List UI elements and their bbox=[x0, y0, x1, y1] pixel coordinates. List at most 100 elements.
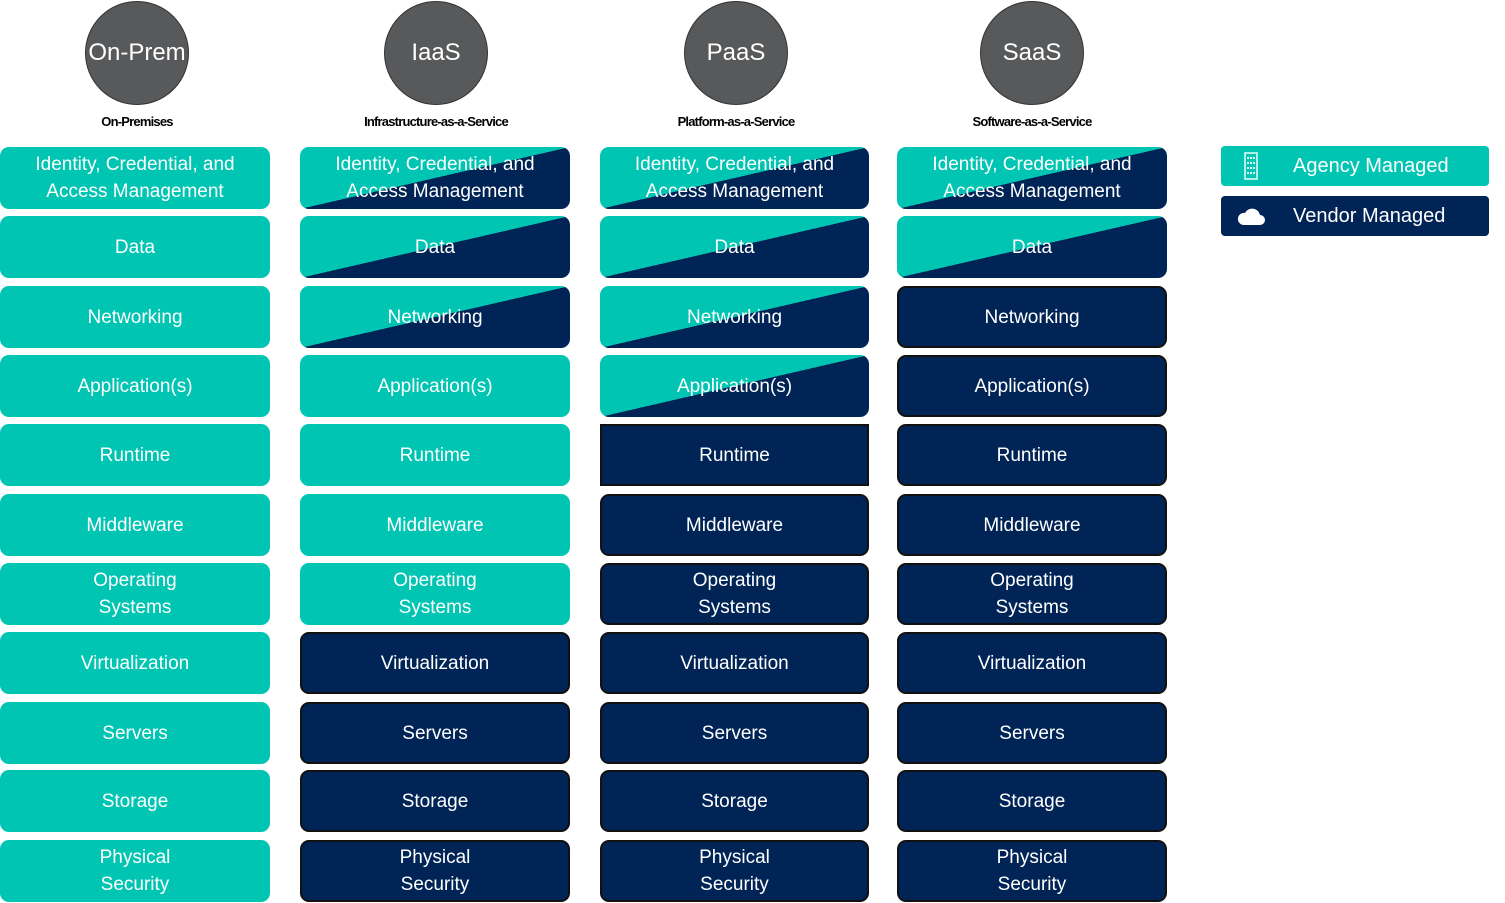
layer-label: Identity, Credential, and Access Managem… bbox=[35, 154, 235, 202]
layer-saas-3: Application(s) bbox=[897, 355, 1167, 417]
layer-on-prem-7: Virtualization bbox=[0, 632, 270, 694]
layer-paas-3: Application(s) bbox=[600, 355, 869, 417]
layer-label: Storage bbox=[701, 790, 768, 812]
layer-label: Operating Systems bbox=[692, 570, 777, 618]
layer-on-prem-9: Storage bbox=[0, 770, 270, 832]
building-icon bbox=[1221, 152, 1281, 180]
layer-paas-7: Virtualization bbox=[600, 632, 869, 694]
layer-label: Application(s) bbox=[77, 375, 193, 397]
layer-on-prem-6: Operating Systems bbox=[0, 563, 270, 625]
layer-label: Identity, Credential, and Access Managem… bbox=[335, 154, 535, 202]
layer-saas-6: Operating Systems bbox=[897, 563, 1167, 625]
layer-label: Application(s) bbox=[676, 375, 793, 397]
layer-saas-2: Networking bbox=[897, 286, 1167, 348]
layer-label: Identity, Credential, and Access Managem… bbox=[634, 154, 835, 202]
layer-paas-9: Storage bbox=[600, 770, 869, 832]
layer-iaas-2: Networking bbox=[300, 286, 570, 348]
cloud-icon bbox=[1221, 205, 1281, 227]
layer-label: Runtime bbox=[996, 444, 1068, 466]
layer-label: Runtime bbox=[99, 444, 171, 466]
column-header-iaas: IaaS bbox=[384, 1, 488, 105]
column-subtitle-on-prem: On-Premises bbox=[101, 114, 173, 129]
layer-label: Middleware bbox=[86, 514, 184, 536]
layer-iaas-7: Virtualization bbox=[300, 632, 570, 694]
layer-paas-2: Networking bbox=[600, 286, 869, 348]
layer-label: Storage bbox=[401, 790, 469, 812]
layer-paas-5: Middleware bbox=[600, 494, 869, 556]
layer-label: Physical Security bbox=[996, 847, 1068, 895]
layer-paas-8: Servers bbox=[600, 702, 869, 764]
layer-saas-4: Runtime bbox=[897, 424, 1167, 486]
layer-on-prem-3: Application(s) bbox=[0, 355, 270, 417]
layer-label: Storage bbox=[101, 790, 169, 812]
layer-label: Physical Security bbox=[699, 847, 770, 895]
layer-saas-7: Virtualization bbox=[897, 632, 1167, 694]
layer-iaas-1: Data bbox=[300, 216, 570, 278]
legend-label: Agency Managed bbox=[1293, 154, 1449, 177]
layer-label: Operating Systems bbox=[93, 570, 177, 618]
layer-saas-8: Servers bbox=[897, 702, 1167, 764]
layer-iaas-10: Physical Security bbox=[300, 840, 570, 902]
layer-label: Operating Systems bbox=[393, 570, 477, 618]
layer-iaas-5: Middleware bbox=[300, 494, 570, 556]
column-subtitle-paas: Platform-as-a-Service bbox=[677, 114, 796, 129]
layer-on-prem-4: Runtime bbox=[0, 424, 270, 486]
layer-label: Middleware bbox=[386, 514, 484, 536]
layer-saas-0: Identity, Credential, and Access Managem… bbox=[897, 147, 1167, 209]
layer-label: Data bbox=[1011, 236, 1053, 258]
layer-on-prem-1: Data bbox=[0, 216, 270, 278]
layer-paas-4: Runtime bbox=[600, 424, 869, 486]
column-header-on-prem: On-Prem bbox=[85, 1, 189, 105]
layer-iaas-9: Storage bbox=[300, 770, 570, 832]
layer-label: Data bbox=[714, 236, 755, 258]
layer-label: Storage bbox=[998, 790, 1066, 812]
layer-iaas-8: Servers bbox=[300, 702, 570, 764]
layer-on-prem-0: Identity, Credential, and Access Managem… bbox=[0, 147, 270, 209]
layer-label: Middleware bbox=[983, 514, 1081, 536]
layer-paas-0: Identity, Credential, and Access Managem… bbox=[600, 147, 869, 209]
layer-label: Virtualization bbox=[977, 652, 1087, 674]
layer-label: Virtualization bbox=[80, 652, 190, 674]
layer-saas-1: Data bbox=[897, 216, 1167, 278]
layer-saas-9: Storage bbox=[897, 770, 1167, 832]
layer-label: Identity, Credential, and Access Managem… bbox=[932, 154, 1132, 202]
layer-label: Middleware bbox=[685, 514, 784, 536]
column-subtitle-saas: Software-as-a-Service bbox=[972, 114, 1092, 129]
layer-saas-5: Middleware bbox=[897, 494, 1167, 556]
layer-label: Data bbox=[114, 236, 156, 258]
layer-label: Physical Security bbox=[99, 847, 171, 895]
layer-iaas-4: Runtime bbox=[300, 424, 570, 486]
layer-on-prem-10: Physical Security bbox=[0, 840, 270, 902]
legend-label: Vendor Managed bbox=[1293, 204, 1446, 227]
layer-label: Physical Security bbox=[399, 847, 471, 895]
layer-on-prem-8: Servers bbox=[0, 702, 270, 764]
layer-label: Servers bbox=[999, 722, 1065, 744]
layer-label: Runtime bbox=[399, 444, 471, 466]
layer-label: Application(s) bbox=[377, 375, 493, 397]
legend-vendor-managed: Vendor Managed bbox=[1221, 196, 1489, 236]
layer-label: Application(s) bbox=[974, 375, 1090, 397]
layer-saas-10: Physical Security bbox=[897, 840, 1167, 902]
layer-label: Servers bbox=[102, 722, 168, 744]
column-header-paas: PaaS bbox=[684, 1, 788, 105]
layer-label: Networking bbox=[984, 306, 1080, 328]
layer-label: Networking bbox=[87, 306, 183, 328]
layer-label: Runtime bbox=[699, 444, 770, 466]
layer-on-prem-5: Middleware bbox=[0, 494, 270, 556]
layer-iaas-3: Application(s) bbox=[300, 355, 570, 417]
layer-label: Networking bbox=[686, 306, 783, 328]
layer-label: Virtualization bbox=[680, 652, 789, 674]
layer-label: Servers bbox=[701, 722, 768, 744]
layer-label: Data bbox=[414, 236, 456, 258]
layer-iaas-0: Identity, Credential, and Access Managem… bbox=[300, 147, 570, 209]
layer-paas-1: Data bbox=[600, 216, 869, 278]
layer-paas-10: Physical Security bbox=[600, 840, 869, 902]
layer-label: Operating Systems bbox=[990, 570, 1074, 618]
layer-label: Servers bbox=[402, 722, 468, 744]
column-subtitle-iaas: Infrastructure-as-a-Service bbox=[364, 114, 509, 129]
layer-iaas-6: Operating Systems bbox=[300, 563, 570, 625]
column-header-saas: SaaS bbox=[980, 1, 1084, 105]
layer-label: Networking bbox=[387, 306, 483, 328]
layer-paas-6: Operating Systems bbox=[600, 563, 869, 625]
layer-label: Virtualization bbox=[380, 652, 490, 674]
